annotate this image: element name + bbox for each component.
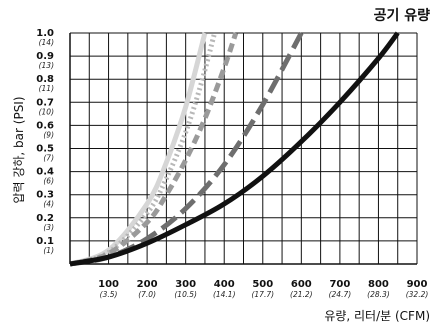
y-tick-label: 0.6 <box>36 120 54 131</box>
y-tick-sublabel: (3) <box>43 223 54 232</box>
x-tick-label: 400 <box>214 279 235 290</box>
x-tick-sublabel: (7.0) <box>138 290 156 299</box>
series-group <box>69 31 400 267</box>
y-tick-label: 0.5 <box>36 144 54 155</box>
y-tick-sublabel: (6) <box>43 177 54 186</box>
y-tick-sublabel: (4) <box>43 200 54 209</box>
x-tick-sublabel: (28.3) <box>367 290 390 299</box>
y-tick-labels: 0.1(1)0.2(3)0.3(4)0.4(6)0.5(7)0.6(9)0.7(… <box>36 28 54 255</box>
series-line-5 <box>69 31 400 267</box>
y-tick-label: 0.2 <box>36 213 54 224</box>
y-tick-label: 0.8 <box>36 74 54 85</box>
x-tick-sublabel: (17.7) <box>251 290 274 299</box>
x-tick-label: 900 <box>407 279 428 290</box>
y-tick-label: 0.7 <box>36 97 54 108</box>
y-tick-sublabel: (10) <box>39 107 54 116</box>
y-tick-sublabel: (14) <box>39 38 54 47</box>
series-line-2 <box>69 32 218 267</box>
x-tick-label: 800 <box>368 279 389 290</box>
y-tick-sublabel: (11) <box>39 84 54 93</box>
y-tick-label: 0.1 <box>36 236 54 247</box>
chart-title: 공기 유량 <box>374 8 431 24</box>
grid <box>70 32 418 264</box>
y-tick-label: 0.4 <box>36 167 54 178</box>
x-tick-sublabel: (10.5) <box>174 290 197 299</box>
y-tick-label: 0.9 <box>36 51 54 62</box>
y-tick-label: 1.0 <box>36 28 54 39</box>
x-tick-labels: 100(3.5) 200(7.0) 300(10.5) 400(14.1) 500(17… <box>98 279 428 299</box>
series-line-1 <box>69 32 208 267</box>
y-tick-sublabel: (9) <box>43 130 54 139</box>
x-tick-sublabel: (24.7) <box>329 290 352 299</box>
y-axis-label: 압력 강하, bar (PSI) <box>12 96 26 203</box>
y-tick-sublabel: (1) <box>43 246 54 255</box>
y-tick-sublabel: (7) <box>43 154 54 163</box>
x-tick-sublabel: (3.5) <box>100 290 118 299</box>
x-tick-label: 700 <box>329 279 350 290</box>
x-tick-label: 100 <box>98 279 119 290</box>
y-tick-label: 0.3 <box>36 190 54 201</box>
x-tick-label: 600 <box>291 279 312 290</box>
x-tick-sublabel: (32.2) <box>406 290 429 299</box>
axes <box>69 33 417 265</box>
x-axis-label: 유량, 리터/분 (CFM) <box>324 309 430 323</box>
series-line-3 <box>69 32 239 267</box>
x-tick-label: 500 <box>252 279 273 290</box>
y-tick-sublabel: (13) <box>39 61 54 70</box>
x-tick-label: 300 <box>175 279 196 290</box>
x-tick-sublabel: (14.1) <box>213 290 236 299</box>
x-tick-label: 200 <box>137 279 158 290</box>
x-tick-sublabel: (21.2) <box>290 290 313 299</box>
